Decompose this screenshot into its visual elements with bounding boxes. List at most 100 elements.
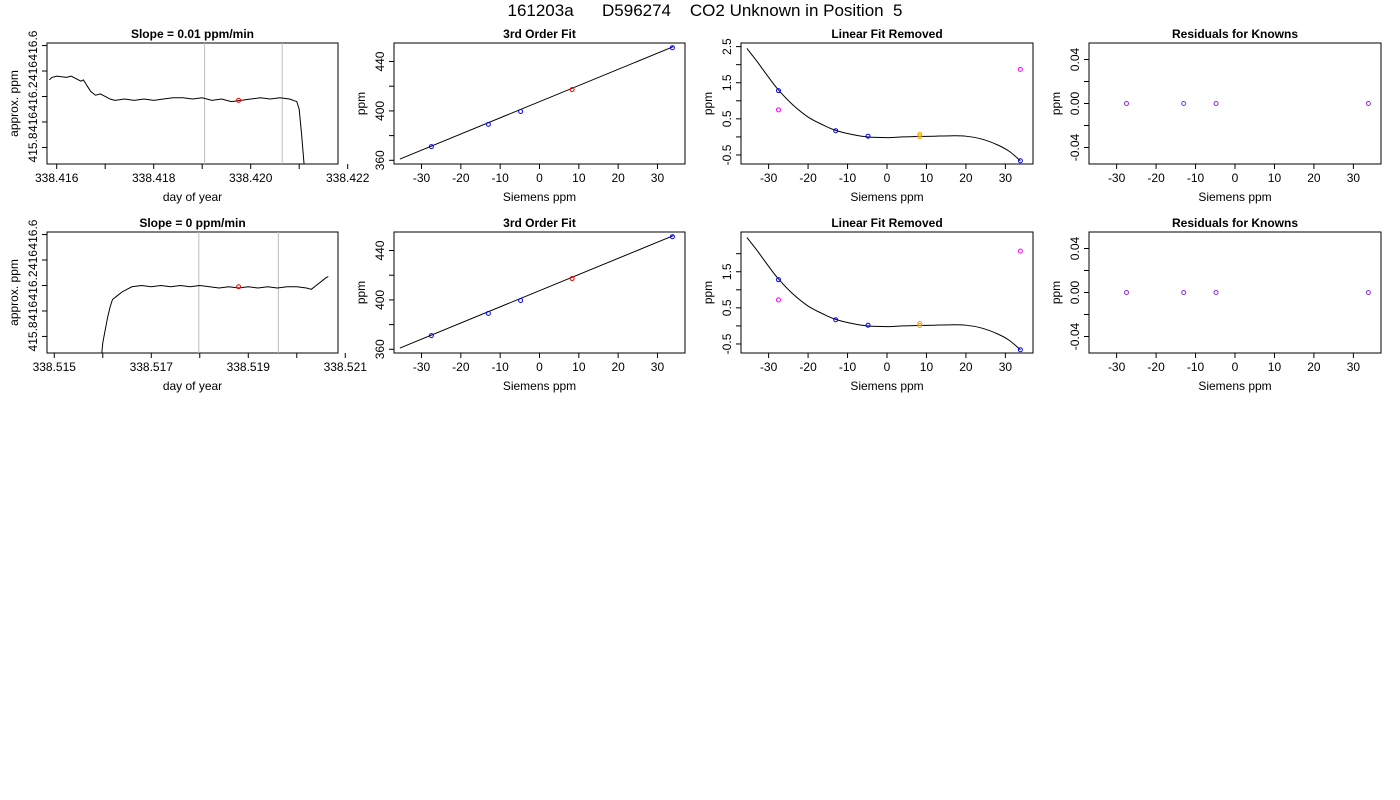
y-tick-label: -0.5 bbox=[720, 144, 734, 165]
series-line bbox=[101, 276, 329, 353]
chart-panel-1: Slope = 0.01 ppm/min 338.416 338.418 338.42… bbox=[7, 27, 370, 204]
data-point bbox=[917, 323, 923, 329]
chart-panel-7: Linear Fit Removed -30 -20 -10 0 10 20 30 -0.5 0.… bbox=[701, 216, 1034, 393]
plot-area bbox=[746, 237, 1023, 353]
data-point bbox=[1365, 101, 1371, 106]
x-axis-label: Siemens ppm bbox=[1198, 190, 1271, 204]
y-tick-label: 400 bbox=[373, 290, 387, 310]
data-point bbox=[1365, 290, 1371, 295]
y-axis-label: ppm bbox=[354, 92, 368, 115]
y-tick-label: 0.04 bbox=[1068, 236, 1082, 260]
x-tick-label: 30 bbox=[999, 171, 1013, 185]
x-tick-label: 20 bbox=[959, 360, 973, 374]
x-tick-label: -20 bbox=[1147, 360, 1165, 374]
data-point bbox=[428, 144, 434, 150]
x-tick-label: -10 bbox=[492, 171, 510, 185]
chart-panel-8: Residuals for Knowns -30 -20 -10 0 10 20 30 -0.0… bbox=[1049, 216, 1382, 393]
chart-title: 3rd Order Fit bbox=[503, 27, 576, 41]
x-axis-label: Siemens ppm bbox=[850, 379, 923, 393]
x-tick-label: 30 bbox=[1347, 171, 1361, 185]
y-tick-label: 416.2 bbox=[26, 270, 40, 300]
x-tick-label: -30 bbox=[1108, 171, 1126, 185]
plot-frame bbox=[1088, 42, 1382, 165]
data-point bbox=[865, 133, 871, 139]
x-axis-label: Siemens ppm bbox=[503, 379, 576, 393]
x-tick-label: 20 bbox=[1307, 171, 1321, 185]
y-tick-label: 1.5 bbox=[720, 74, 734, 91]
y-tick-label: 416.6 bbox=[26, 30, 40, 60]
data-point bbox=[428, 333, 434, 339]
data-point bbox=[518, 298, 524, 304]
x-tick-label: 338.519 bbox=[227, 360, 271, 374]
x-axis-label: Siemens ppm bbox=[503, 190, 576, 204]
x-tick-label: 10 bbox=[572, 171, 586, 185]
y-axis-label: approx. ppm bbox=[7, 259, 21, 326]
data-point bbox=[236, 97, 242, 103]
y-tick-label: 0.5 bbox=[720, 110, 734, 127]
y-tick-label: 440 bbox=[373, 51, 387, 71]
y-tick-label: 415.8 bbox=[26, 132, 40, 162]
series-line bbox=[49, 75, 305, 164]
y-tick-label: 415.8 bbox=[26, 321, 40, 351]
x-tick-label: 338.416 bbox=[35, 171, 79, 185]
x-axis-label: day of year bbox=[163, 190, 222, 204]
x-tick-label: 20 bbox=[611, 360, 625, 374]
data-point bbox=[917, 134, 923, 140]
x-tick-label: 10 bbox=[1268, 360, 1282, 374]
x-tick-label: 30 bbox=[1347, 360, 1361, 374]
data-point bbox=[865, 322, 871, 328]
y-tick-label: 360 bbox=[373, 150, 387, 170]
data-point bbox=[1213, 290, 1219, 295]
chart-panel-4: Residuals for Knowns -30 -20 -10 0 10 20 30 -0.0… bbox=[1049, 27, 1382, 204]
y-tick-label: 0.00 bbox=[1068, 280, 1082, 304]
y-tick-label: 1.5 bbox=[720, 263, 734, 280]
plot-frame bbox=[1088, 231, 1382, 354]
x-tick-label: -30 bbox=[1108, 360, 1126, 374]
y-axis-label: ppm bbox=[1049, 281, 1063, 304]
x-tick-label: -30 bbox=[413, 171, 431, 185]
x-tick-label: 338.422 bbox=[326, 171, 370, 185]
fit-line bbox=[399, 46, 674, 160]
y-axis-label: ppm bbox=[701, 281, 715, 304]
chart-title: Slope = 0.01 ppm/min bbox=[131, 27, 254, 41]
y-tick-label: 0.5 bbox=[720, 299, 734, 316]
y-tick-label: 416 bbox=[26, 112, 40, 132]
x-tick-label: 338.515 bbox=[33, 360, 77, 374]
plot-area bbox=[101, 232, 329, 353]
x-tick-label: -20 bbox=[452, 360, 470, 374]
y-tick-label: 416.2 bbox=[26, 81, 40, 111]
fit-curve bbox=[746, 48, 1021, 162]
data-point bbox=[569, 276, 575, 282]
x-tick-label: 10 bbox=[920, 171, 934, 185]
y-axis-label: ppm bbox=[354, 281, 368, 304]
y-tick-label: 400 bbox=[373, 101, 387, 121]
x-tick-label: 338.521 bbox=[324, 360, 368, 374]
data-point bbox=[1181, 290, 1187, 295]
y-tick-label: 416.6 bbox=[26, 219, 40, 249]
x-tick-label: 0 bbox=[884, 360, 891, 374]
y-tick-label: 0.00 bbox=[1068, 91, 1082, 115]
plot-frame bbox=[393, 231, 686, 354]
data-point bbox=[917, 131, 923, 137]
x-tick-label: 0 bbox=[536, 360, 543, 374]
data-point bbox=[775, 107, 781, 113]
x-tick-label: 10 bbox=[572, 360, 586, 374]
x-tick-label: -20 bbox=[452, 171, 470, 185]
plot-frame bbox=[740, 231, 1034, 354]
data-point bbox=[1017, 158, 1023, 164]
chart-title: Linear Fit Removed bbox=[831, 27, 942, 41]
plot-area bbox=[1123, 101, 1371, 106]
chart-title: Residuals for Knowns bbox=[1172, 27, 1298, 41]
y-tick-label: -0.04 bbox=[1068, 134, 1082, 162]
plot-area bbox=[49, 43, 305, 164]
data-point bbox=[669, 45, 675, 51]
data-point bbox=[485, 121, 491, 127]
data-point bbox=[1123, 290, 1129, 295]
x-tick-label: -10 bbox=[839, 171, 857, 185]
x-tick-label: 20 bbox=[611, 171, 625, 185]
fit-line bbox=[399, 235, 674, 349]
x-tick-label: 30 bbox=[651, 171, 665, 185]
x-tick-label: 30 bbox=[651, 360, 665, 374]
y-tick-label: 416 bbox=[26, 301, 40, 321]
